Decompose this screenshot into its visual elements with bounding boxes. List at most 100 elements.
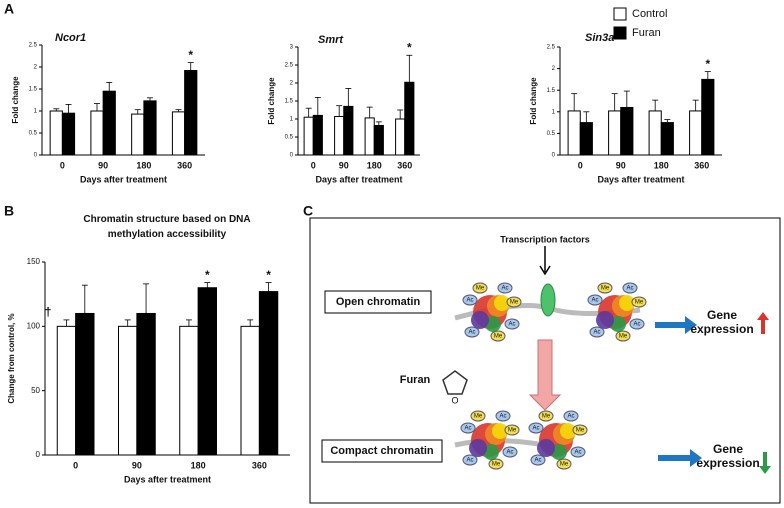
x-tick-label: 90 bbox=[616, 160, 626, 170]
histone-mark bbox=[502, 446, 518, 458]
furan-label: Furan bbox=[400, 374, 431, 386]
up-arrow bbox=[757, 312, 769, 334]
annotation: * bbox=[705, 57, 710, 71]
y-axis-label: Fold change bbox=[267, 77, 276, 125]
x-tick-label: 0 bbox=[578, 160, 583, 170]
histone-mark bbox=[470, 410, 486, 422]
diagram-frame bbox=[309, 217, 781, 504]
histone-mark bbox=[504, 424, 520, 436]
annotation: * bbox=[266, 268, 271, 282]
chart-title: Chromatin structure based on DNA methyla… bbox=[83, 214, 251, 240]
bar bbox=[90, 110, 104, 156]
legend-label: Furan bbox=[632, 27, 661, 39]
histone-mark bbox=[631, 296, 647, 308]
histone-mark-label: Ac bbox=[532, 426, 539, 432]
y-axis-label: Change from control, % bbox=[7, 313, 16, 403]
histone-mark bbox=[629, 318, 645, 330]
chart-title: Smrt bbox=[318, 34, 344, 46]
histone-mark bbox=[528, 422, 544, 434]
annotation: * bbox=[205, 268, 210, 282]
bar bbox=[567, 110, 581, 156]
histone-mark-label: Ac bbox=[506, 450, 513, 456]
x-axis-label: Days after treatment bbox=[80, 174, 167, 184]
bar bbox=[579, 122, 593, 156]
histone-mark bbox=[530, 454, 546, 466]
bar bbox=[312, 114, 323, 156]
y-tick-label: 0.5 bbox=[547, 131, 556, 137]
bar bbox=[258, 291, 279, 456]
x-tick-label: 90 bbox=[132, 460, 142, 470]
histone-mark-label: Ac bbox=[501, 286, 508, 292]
histone-mark-label: Ac bbox=[626, 286, 633, 292]
bar bbox=[343, 105, 354, 156]
histone-mark bbox=[497, 282, 513, 294]
bar bbox=[648, 110, 662, 156]
histone-mark-label: Me bbox=[492, 462, 501, 468]
y-tick-label: 0.5 bbox=[29, 131, 38, 137]
bar bbox=[373, 124, 384, 156]
transcription-factors: Transcription factors bbox=[500, 234, 590, 244]
y-tick-label: 0 bbox=[290, 153, 294, 159]
bar bbox=[404, 81, 415, 156]
y-tick-label: 150 bbox=[27, 257, 41, 266]
histone-mark-label: Me bbox=[510, 300, 519, 306]
histone-mark-label: Me bbox=[601, 286, 610, 292]
histone-mark bbox=[622, 282, 638, 294]
bar bbox=[240, 325, 260, 456]
y-tick-label: 0.5 bbox=[285, 135, 294, 141]
y-tick-label: 2 bbox=[290, 81, 294, 87]
transition-arrow bbox=[528, 339, 562, 411]
bar bbox=[56, 325, 77, 456]
x-tick-label: 90 bbox=[98, 160, 108, 170]
y-tick-label: 1.5 bbox=[29, 87, 38, 93]
x-axis-label: Days after treatment bbox=[597, 174, 684, 184]
histone-mark bbox=[563, 410, 579, 422]
bar bbox=[136, 312, 156, 456]
label-box bbox=[324, 290, 432, 314]
bar bbox=[197, 287, 217, 456]
histone-mark bbox=[538, 410, 554, 422]
label-box bbox=[321, 439, 443, 463]
histone bbox=[471, 311, 489, 329]
annotation: † bbox=[45, 305, 52, 319]
bar bbox=[102, 90, 116, 156]
bar bbox=[689, 110, 703, 156]
histone bbox=[492, 423, 508, 439]
annotation: * bbox=[407, 40, 412, 54]
bar bbox=[364, 117, 375, 156]
y-tick-label: 50 bbox=[31, 386, 40, 395]
histone-mark-label: Me bbox=[619, 334, 628, 340]
x-tick-label: 360 bbox=[694, 160, 709, 170]
histone-mark-label: Me bbox=[560, 462, 569, 468]
histone bbox=[560, 423, 576, 439]
legend-swatch bbox=[613, 7, 627, 21]
arrow bbox=[658, 449, 702, 467]
histone-mark-label: Ac bbox=[466, 298, 473, 304]
x-tick-label: 0 bbox=[60, 160, 65, 170]
transcription-factor bbox=[540, 283, 556, 317]
x-tick-label: 360 bbox=[397, 160, 412, 170]
histone-mark-label: Ac bbox=[464, 426, 471, 432]
x-tick-label: 180 bbox=[136, 160, 151, 170]
x-tick-label: 90 bbox=[339, 160, 349, 170]
y-tick-label: 0 bbox=[36, 450, 41, 459]
x-tick-label: 360 bbox=[252, 460, 267, 470]
histone-mark-label: Ac bbox=[508, 322, 515, 328]
x-axis-label: Days after treatment bbox=[315, 174, 402, 184]
down-arrow bbox=[759, 452, 771, 474]
panel-label: C bbox=[303, 203, 313, 219]
histone-mark-label: Ac bbox=[593, 330, 600, 336]
histone-mark bbox=[472, 282, 488, 294]
x-tick-label: 360 bbox=[177, 160, 192, 170]
histone-mark-label: Me bbox=[508, 428, 517, 434]
spacer bbox=[60, 296, 180, 305]
compact-chromatin: Compact chromatin bbox=[330, 445, 434, 457]
histone bbox=[469, 439, 487, 457]
histone-mark-label: Me bbox=[476, 286, 485, 292]
y-tick-label: 2.5 bbox=[29, 43, 38, 49]
x-tick-label: 180 bbox=[654, 160, 669, 170]
histone bbox=[537, 439, 555, 457]
histone-mark-label: Ac bbox=[468, 330, 475, 336]
histone-mark bbox=[587, 294, 603, 306]
